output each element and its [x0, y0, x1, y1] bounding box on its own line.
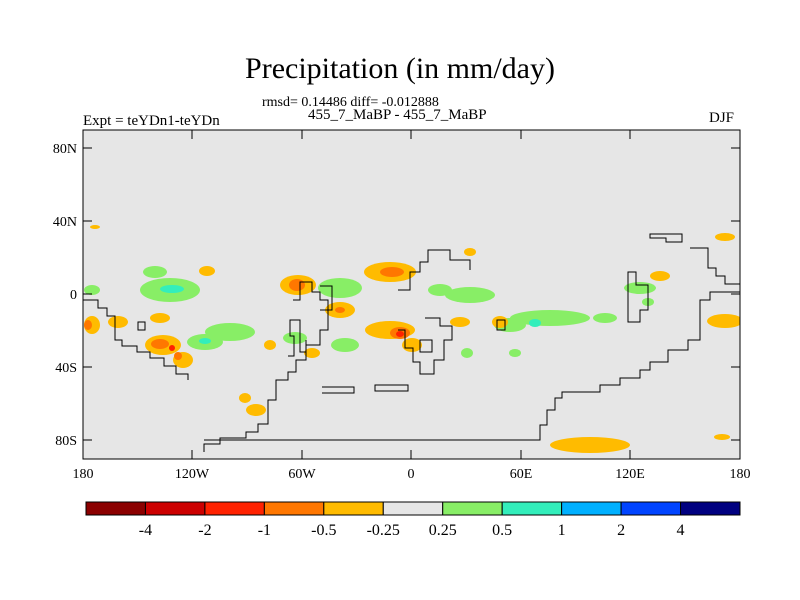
- colorbar-box-5: [382, 501, 444, 516]
- colorbar: -4 -2 -1 -0.5 -0.25 0.25 0.5 1 2 4: [85, 501, 741, 539]
- y-tick-80N: 80N: [53, 142, 77, 157]
- colorbar-box-10: [680, 501, 741, 516]
- x-tick-120W: 120W: [175, 467, 210, 482]
- colorbar-box-1: [144, 501, 206, 516]
- colorbar-label-5: 0.25: [429, 522, 457, 539]
- colorbar-label-8: 2: [617, 522, 625, 539]
- colorbar-box-0: [85, 501, 146, 516]
- colorbar-box-9: [620, 501, 682, 516]
- x-tick-0: 0: [408, 467, 415, 482]
- x-tick-60E: 60E: [510, 467, 533, 482]
- colorbar-label-2: -1: [258, 522, 271, 539]
- coastlines: [83, 233, 740, 452]
- colorbar-box-3: [263, 501, 325, 516]
- y-tick-40N: 40N: [53, 215, 77, 230]
- colorbar-box-6: [442, 501, 503, 516]
- season-label: DJF: [709, 110, 735, 126]
- colorbar-label-9: 4: [677, 522, 685, 539]
- colorbar-box-2: [204, 501, 265, 516]
- y-tick-0: 0: [70, 288, 77, 303]
- colorbar-box-7: [501, 501, 563, 516]
- plot-title: Precipitation (in mm/day): [245, 52, 555, 85]
- colorbar-label-7: 1: [558, 522, 566, 539]
- axis-ticks: [83, 130, 740, 459]
- y-tick-80S: 80S: [55, 434, 77, 449]
- experiment-label: Expt = teYDn1-teYDn: [83, 113, 220, 129]
- stats-line: rmsd= 0.14486 diff= -0.012888: [262, 95, 439, 110]
- colorbar-label-1: -2: [198, 522, 211, 539]
- negative-anomaly-patches: [84, 225, 740, 453]
- x-tick-180-left: 180: [73, 467, 94, 482]
- x-tick-120E: 120E: [615, 467, 645, 482]
- very-strong-negative-patches: [169, 331, 404, 351]
- experiment-subtitle: 455_7_MaBP - 455_7_MaBP: [308, 107, 487, 123]
- colorbar-box-8: [561, 501, 622, 516]
- colorbar-label-4: -0.25: [367, 522, 400, 539]
- colorbar-label-3: -0.5: [311, 522, 336, 539]
- x-tick-180-right: 180: [730, 467, 751, 482]
- x-tick-60W: 60W: [288, 467, 316, 482]
- colorbar-label-6: 0.5: [492, 522, 512, 539]
- y-tick-40S: 40S: [55, 361, 77, 376]
- colorbar-label-0: -4: [139, 522, 152, 539]
- colorbar-box-4: [323, 501, 384, 516]
- moderate-positive-patches: [160, 285, 541, 344]
- precip-anomaly-fields: [83, 225, 740, 453]
